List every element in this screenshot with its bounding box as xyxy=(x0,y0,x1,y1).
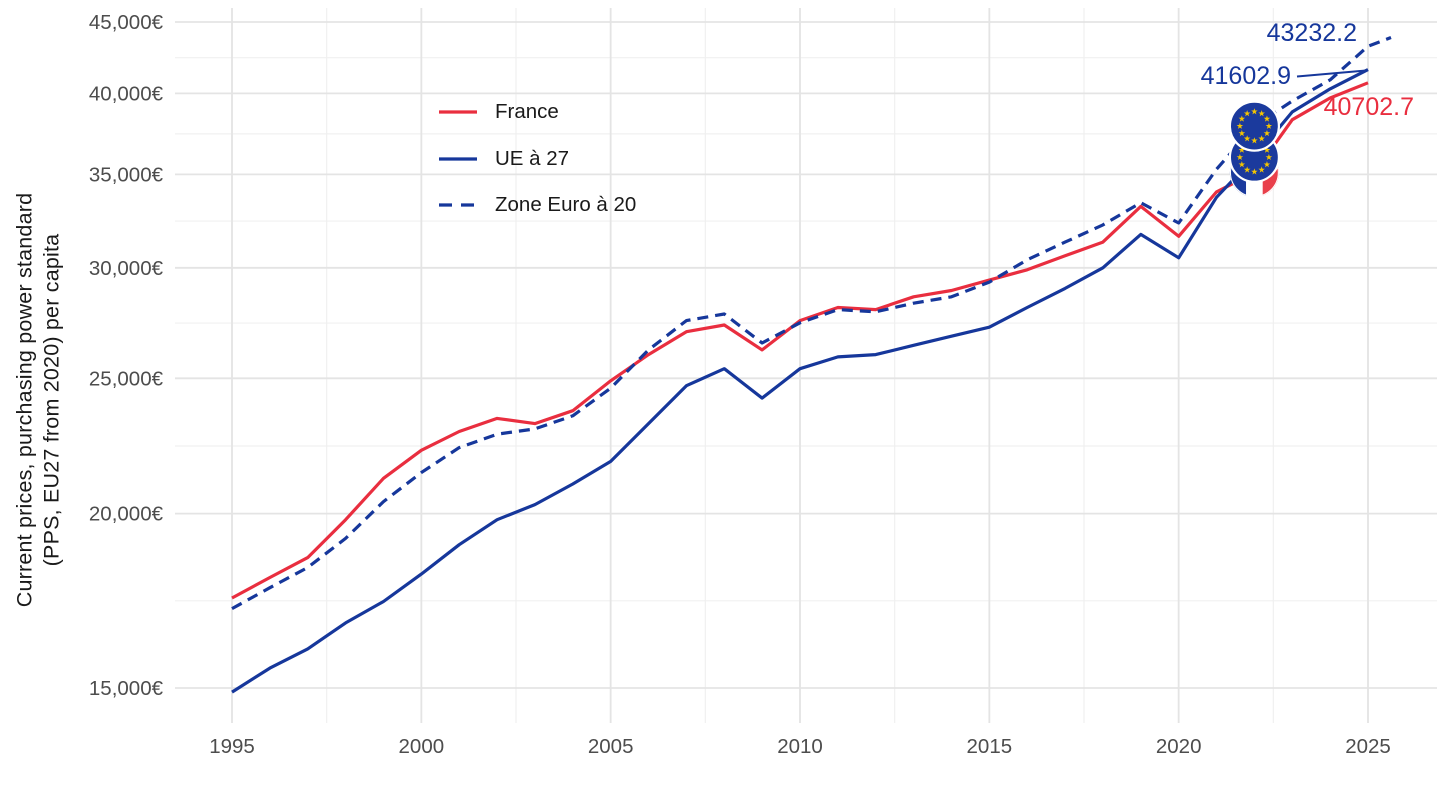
y-tick-label: 40,000€ xyxy=(89,82,164,105)
eu-flag-star xyxy=(1258,135,1265,142)
eu-flag-star xyxy=(1251,168,1258,175)
legend-label-ue27: UE à 27 xyxy=(495,146,570,170)
eu-flag-star xyxy=(1243,166,1251,173)
eu-flag-star xyxy=(1236,122,1244,129)
y-tick-label: 45,000€ xyxy=(89,11,164,34)
y-tick-label: 25,000€ xyxy=(89,367,164,390)
axis-tick-labels: 45,000€ 40,000€ 35,000€ 30,000€ 25,000€ 20,00… xyxy=(89,11,1391,758)
eu-flag-icon xyxy=(1228,100,1281,152)
eu-flag-star xyxy=(1238,146,1246,153)
y-axis-title-line2: (PPS, EU27 from 2020) per capita xyxy=(39,233,64,567)
eu-flag-star xyxy=(1263,146,1271,153)
y-axis-title-line1: Current prices, purchasing power standar… xyxy=(12,192,37,608)
eu-flag-star xyxy=(1263,115,1271,122)
eu-flag-star xyxy=(1265,153,1273,161)
y-tick-label: 35,000€ xyxy=(89,163,164,186)
eu-flag-star xyxy=(1265,122,1273,129)
y-tick-label: 15,000€ xyxy=(89,677,164,700)
legend-item-zone-euro: Zone Euro à 20 xyxy=(438,182,636,229)
legend-key-red-solid-line xyxy=(439,110,477,114)
eu-flag-star xyxy=(1263,129,1271,137)
eu-flag-star xyxy=(1243,135,1251,142)
eu-flag-star xyxy=(1263,161,1271,168)
y-tick-label: 30,000€ xyxy=(89,257,164,280)
legend-item-france: France xyxy=(438,89,636,136)
ue27-line xyxy=(231,68,1369,694)
end-labels: 43232.2 41602.9 40702.7 xyxy=(1201,19,1414,121)
legend: France UE à 27 Zone Euro à 20 xyxy=(438,89,636,229)
eu-flag-star xyxy=(1243,110,1251,117)
eu-flag-star xyxy=(1238,115,1246,122)
eu-flag-circle xyxy=(1228,100,1281,152)
end-label-france: 40702.7 xyxy=(1324,93,1414,121)
x-tick-label: 2000 xyxy=(399,735,445,758)
x-tick-label: 2005 xyxy=(588,735,634,758)
y-tick-label: 20,000€ xyxy=(89,503,164,526)
x-tick-label: 2025 xyxy=(1345,735,1391,758)
x-tick-label: 2020 xyxy=(1156,735,1202,758)
eu-flag-star xyxy=(1258,166,1265,173)
x-tick-label: 2015 xyxy=(967,735,1013,758)
x-tick-label: 2010 xyxy=(777,735,823,758)
eu-flag-star xyxy=(1251,108,1258,115)
eu-flag-star xyxy=(1251,137,1258,144)
legend-item-ue27: UE à 27 xyxy=(438,136,636,183)
label-leader-line xyxy=(1296,69,1367,78)
legend-key-navy-dashed-line xyxy=(439,203,477,207)
eu-flag-star xyxy=(1236,153,1244,161)
legend-label-zone-euro: Zone Euro à 20 xyxy=(495,193,637,217)
end-label-ue27: 41602.9 xyxy=(1201,62,1291,90)
eu-flag-star xyxy=(1238,129,1246,137)
legend-key-navy-solid-line xyxy=(439,157,477,161)
france-line xyxy=(231,81,1369,600)
x-tick-label: 1995 xyxy=(209,735,255,758)
end-label-zone-euro: 43232.2 xyxy=(1267,19,1357,47)
grid-major xyxy=(175,8,1437,723)
zone-euro-line xyxy=(231,36,1392,611)
eu-flag-star xyxy=(1258,110,1265,117)
eu-flag-star xyxy=(1238,161,1246,168)
legend-label-france: France xyxy=(495,100,559,124)
